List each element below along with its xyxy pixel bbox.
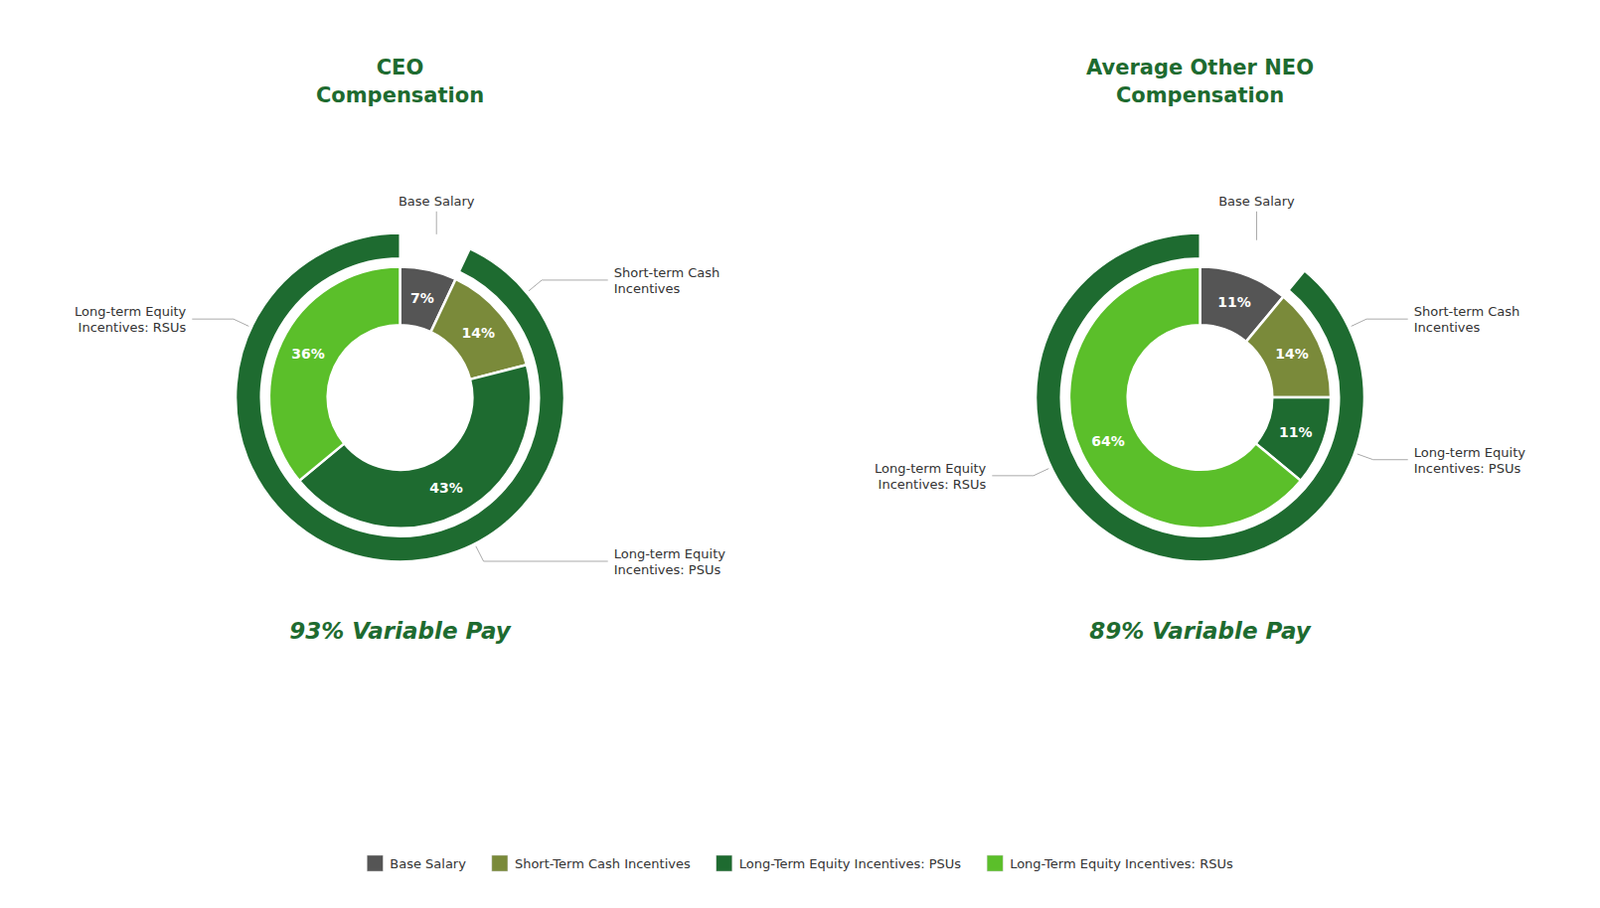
legend-swatch [366,855,383,872]
callout-label: Long-term EquityIncentives: RSUs [74,304,187,335]
chart-title: Average Other NEOCompensation [1086,55,1314,108]
legend-swatch [491,855,508,872]
donut-panel: 7% 14% 43% 36% Base Salary Short-term CashInc… [74,55,726,644]
legend-label: Short-Term Cash Incentives [514,856,691,872]
legend-swatch [986,855,1003,872]
variable-pay-ring [235,233,564,562]
callout-line [1351,319,1409,326]
callout-label: Long-term EquityIncentives: PSUs [614,546,727,578]
legend-item: Long-Term Equity Incentives: RSUs [986,855,1234,872]
legend-item: Short-Term Cash Incentives [491,855,691,872]
legend-label: Long-Term Equity Incentives: RSUs [1009,856,1234,872]
data-label: 14% [461,324,495,341]
data-label: 64% [1091,433,1125,450]
legend-swatch [716,855,733,872]
data-label: 36% [291,345,325,362]
callout-line [1357,454,1409,461]
chart-title: CEOCompensation [316,55,484,108]
slices [1035,233,1364,562]
variable-pay-ring [1035,233,1364,562]
data-label: 43% [429,480,464,496]
chart: 7% 14% 43% 36% Base Salary Short-term CashInc… [0,0,1600,908]
legend-item: Long-Term Equity Incentives: PSUs [716,855,962,872]
annotation: 93% Variable Pay [289,618,511,644]
data-label: 11% [1217,294,1252,311]
callout-label: Base Salary [1218,193,1295,209]
callout-line [476,546,609,562]
legend-item: Base Salary [366,855,467,872]
data-label: 14% [1275,345,1309,362]
data-label: 11% [1279,424,1313,441]
callout-label: Short-term CashIncentives [1414,304,1521,335]
legend-label: Long-Term Equity Incentives: PSUs [739,856,962,872]
data-label: 7% [410,290,435,307]
annotation: 89% Variable Pay [1089,618,1311,644]
callout-label: Short-term CashIncentives [614,264,721,296]
donut-slice [1069,266,1301,528]
callout-label: Base Salary [398,193,476,209]
callout-label: Long-term EquityIncentives: PSUs [1414,444,1527,476]
legend-label: Base Salary [389,856,467,872]
legend: Base Salary Short-Term Cash Incentives Lon… [366,855,1234,872]
callout-line [436,211,438,235]
donut-panel: 11% 14% 11% 64% Base Salary Short-term CashIn… [874,55,1526,644]
callout-line [1256,211,1258,241]
callout-line [528,280,609,292]
callout-line [991,469,1049,477]
callout-line [191,319,249,326]
slices [235,233,564,562]
callout-label: Long-term EquityIncentives: RSUs [874,460,987,491]
